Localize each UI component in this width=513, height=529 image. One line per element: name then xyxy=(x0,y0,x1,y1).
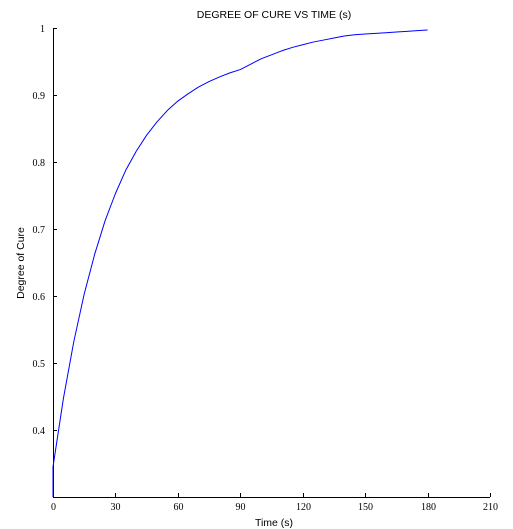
data-point xyxy=(208,81,209,82)
x-tick-label: 120 xyxy=(296,502,311,513)
data-point xyxy=(94,254,95,255)
data-point xyxy=(156,121,157,122)
data-point xyxy=(375,33,376,34)
x-tick-label: 60 xyxy=(174,502,184,513)
data-point xyxy=(177,100,178,101)
data-point xyxy=(198,86,199,87)
data-point xyxy=(365,33,366,34)
y-tick-label: 0.7 xyxy=(33,225,46,236)
data-point xyxy=(281,50,282,51)
data-point xyxy=(302,44,303,45)
data-point xyxy=(344,35,345,36)
y-tick-label: 0.5 xyxy=(33,359,46,370)
y-tick-label: 1 xyxy=(40,24,45,35)
data-point xyxy=(188,93,189,94)
chart-title: DEGREE OF CURE VS TIME (s) xyxy=(197,9,351,21)
data-point xyxy=(323,39,324,40)
x-tick-label: 30 xyxy=(111,502,121,513)
data-point xyxy=(146,135,147,136)
data-point xyxy=(167,110,168,111)
data-point xyxy=(115,193,116,194)
data-point xyxy=(125,169,126,170)
data-point xyxy=(354,34,355,35)
data-point xyxy=(261,58,262,59)
y-tick-label: 0.6 xyxy=(33,292,46,303)
data-point xyxy=(427,29,428,30)
data-point xyxy=(406,31,407,32)
data-point xyxy=(63,398,64,399)
data-point xyxy=(396,31,397,32)
y-tick-label: 0.8 xyxy=(33,158,46,169)
data-point xyxy=(219,76,220,77)
data-point xyxy=(385,32,386,33)
series-line-0 xyxy=(52,29,428,497)
data-point xyxy=(417,30,418,31)
ticks: 0 30 60 90 120 150 180 210 0.4 0.5 0.6 0.7 0.8 0.9 1 xyxy=(33,24,499,513)
y-tick-label: 0.4 xyxy=(33,426,46,437)
axes xyxy=(53,28,490,498)
data-point xyxy=(271,54,272,55)
x-tick-label: 0 xyxy=(51,502,56,513)
x-tick-label: 210 xyxy=(483,502,498,513)
y-axis-label: Degree of Cure xyxy=(15,227,27,299)
data-point xyxy=(104,220,105,221)
data-point xyxy=(229,72,230,73)
data-point xyxy=(313,41,314,42)
data-point xyxy=(240,69,241,70)
data-point xyxy=(333,37,334,38)
x-axis-label: Time (s) xyxy=(255,517,293,529)
x-tick-label: 150 xyxy=(358,502,373,513)
data-point xyxy=(136,151,137,152)
data-point xyxy=(292,47,293,48)
data-point xyxy=(250,64,251,65)
data-point xyxy=(52,466,53,467)
x-tick-label: 180 xyxy=(421,502,436,513)
data-point xyxy=(73,341,74,342)
x-tick-label: 90 xyxy=(236,502,246,513)
series-layer xyxy=(52,29,428,497)
data-point xyxy=(84,293,85,294)
y-tick-label: 0.9 xyxy=(33,91,46,102)
